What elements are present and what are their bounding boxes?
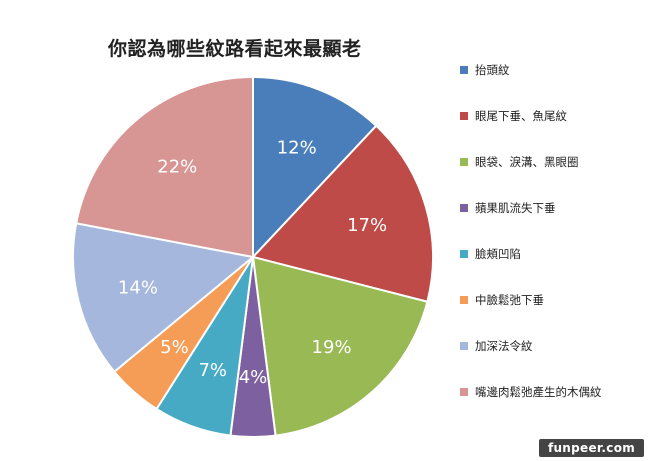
legend-swatch: [460, 158, 468, 166]
slice-label: 4%: [239, 367, 268, 388]
legend-item: 嘴邊肉鬆弛產生的木偶紋: [460, 382, 602, 402]
slice-label: 22%: [157, 156, 197, 177]
legend-item: 眼尾下垂、魚尾紋: [460, 106, 567, 126]
slice-label: 12%: [277, 138, 317, 159]
pie-slice: [75, 75, 254, 259]
legend-item: 抬頭紋: [460, 60, 510, 80]
legend-label: 蘋果肌流失下垂: [475, 201, 556, 215]
pie-slice: [252, 75, 378, 260]
legend-label: 眼袋、淚溝、黑眼圈: [475, 155, 579, 169]
legend-label: 抬頭紋: [475, 63, 510, 77]
legend-label: 眼尾下垂、魚尾紋: [475, 109, 567, 123]
legend-swatch: [460, 250, 468, 258]
legend-label: 中臉鬆弛下垂: [475, 293, 544, 307]
legend-item: 中臉鬆弛下垂: [460, 290, 544, 310]
legend-item: 眼袋、淚溝、黑眼圈: [460, 152, 579, 172]
legend-item: 加深法令紋: [460, 336, 533, 356]
legend-label: 臉頰凹陷: [475, 247, 521, 261]
legend-label: 加深法令紋: [475, 339, 533, 353]
slice-label: 5%: [160, 337, 189, 358]
legend-swatch: [460, 66, 468, 74]
pie-slice: [251, 255, 429, 437]
slice-label: 7%: [198, 360, 227, 381]
legend-swatch: [460, 204, 468, 212]
legend-swatch: [460, 112, 468, 120]
slice-label: 17%: [347, 215, 387, 236]
legend-swatch: [460, 296, 468, 304]
legend-item: 臉頰凹陷: [460, 244, 521, 264]
watermark: funpeer.com: [539, 439, 644, 457]
slice-label: 19%: [312, 337, 352, 358]
chart-title: 你認為哪些紋路看起來最顯老: [108, 38, 362, 60]
legend-item: 蘋果肌流失下垂: [460, 198, 556, 218]
pie-slice: [72, 222, 256, 374]
legend-swatch: [460, 388, 468, 396]
legend-swatch: [460, 342, 468, 350]
legend-label: 嘴邊肉鬆弛產生的木偶紋: [475, 385, 602, 399]
pie-slice: [251, 124, 434, 303]
slice-label: 14%: [118, 278, 158, 299]
